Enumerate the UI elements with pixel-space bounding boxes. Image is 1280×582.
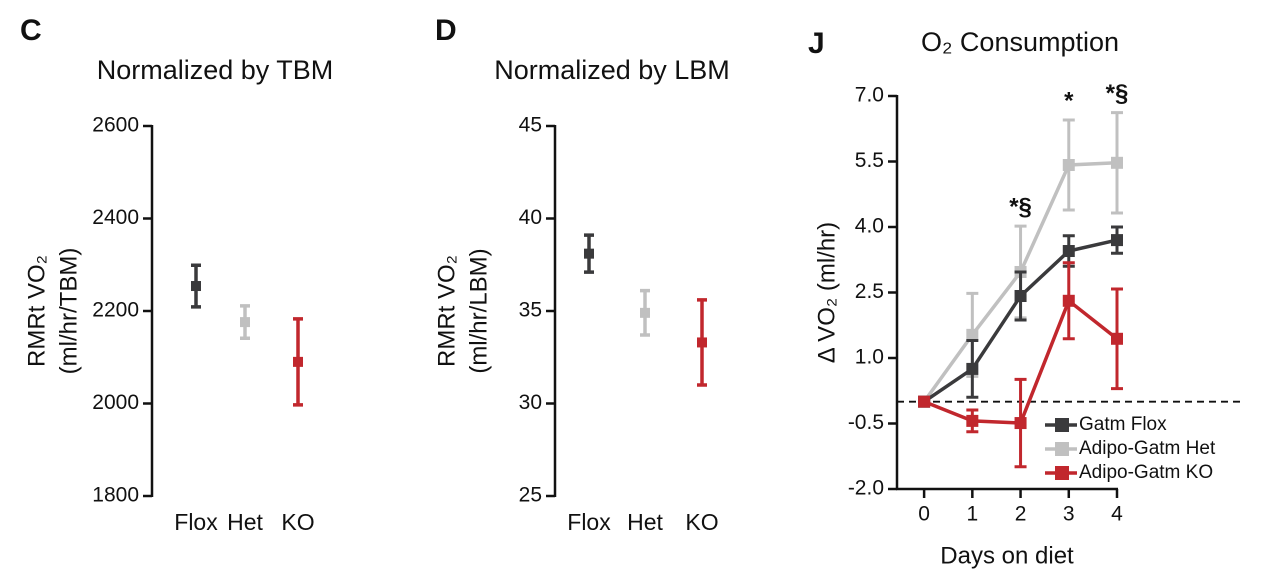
x-tick-label: KO [281, 509, 314, 535]
panel-letter: D [435, 14, 457, 47]
y-tick-label: -2.0 [848, 477, 884, 500]
legend-marker [1055, 466, 1069, 480]
y-axis-label: RMRt VO₂ [23, 255, 50, 367]
y-tick-label: 35 [519, 299, 542, 322]
x-tick-label: Het [627, 509, 663, 535]
y-axis-label: (ml/hr/LBM) [465, 248, 492, 373]
y-tick-label: 30 [519, 391, 542, 414]
point [966, 362, 979, 375]
point [966, 414, 979, 427]
legend-marker [1055, 442, 1069, 456]
x-tick-label: Het [227, 509, 263, 535]
y-tick-label: 45 [519, 114, 542, 137]
chart-title: O₂ Consumption [921, 27, 1119, 57]
legend-label: Gatm Flox [1079, 414, 1167, 435]
panel-letter: C [20, 14, 42, 47]
y-tick-label: 25 [519, 484, 542, 507]
y-tick-label: 1800 [92, 484, 139, 507]
point [1111, 156, 1123, 169]
y-tick-label: 2400 [92, 206, 139, 229]
y-tick-label: 2200 [92, 299, 139, 322]
point [584, 248, 594, 259]
point [918, 395, 931, 408]
y-axis-label: RMRt VO₂ [433, 255, 460, 367]
point [1014, 417, 1027, 430]
panel-letter: J [808, 27, 825, 60]
y-tick-label: 4.0 [855, 215, 884, 238]
point [1111, 234, 1123, 247]
y-tick-label: 2600 [92, 114, 139, 137]
x-tick-label: Flox [174, 509, 218, 535]
annotation: * [1064, 87, 1074, 114]
point [966, 328, 979, 341]
x-tick-label: KO [685, 509, 718, 535]
point [1111, 332, 1123, 345]
x-tick-label: 3 [1063, 503, 1075, 526]
legend-label: Adipo-Gatm KO [1079, 462, 1213, 483]
point [240, 317, 250, 328]
x-axis-label: Days on diet [940, 542, 1074, 569]
x-tick-label: 1 [966, 503, 978, 526]
point [1062, 245, 1075, 258]
legend-marker [1055, 418, 1069, 432]
y-tick-label: 2000 [92, 391, 139, 414]
x-tick-label: 4 [1111, 503, 1123, 526]
point [697, 337, 707, 348]
point [1014, 289, 1027, 302]
y-tick-label: 40 [519, 206, 542, 229]
point [1062, 294, 1075, 307]
point [191, 281, 201, 292]
y-tick-label: 1.0 [855, 346, 884, 369]
annotation: *§ [1009, 193, 1032, 220]
chart-title: Normalized by TBM [97, 55, 334, 85]
y-axis-label: Δ VO₂ (ml/hr) [813, 222, 840, 363]
y-tick-label: 7.0 [855, 84, 884, 107]
x-tick-label: Flox [567, 509, 611, 535]
legend-label: Adipo-Gatm Het [1079, 438, 1216, 459]
x-tick-label: 0 [918, 503, 930, 526]
chart-title: Normalized by LBM [494, 55, 730, 85]
y-tick-label: 5.5 [855, 149, 884, 172]
point [640, 307, 650, 318]
y-tick-label: -0.5 [848, 411, 884, 434]
x-tick-label: 2 [1015, 503, 1027, 526]
annotation: *§ [1106, 80, 1129, 107]
point [293, 356, 303, 367]
y-axis-label: (ml/hr/TBM) [55, 248, 82, 375]
y-tick-label: 2.5 [855, 280, 884, 303]
point [1062, 158, 1075, 171]
